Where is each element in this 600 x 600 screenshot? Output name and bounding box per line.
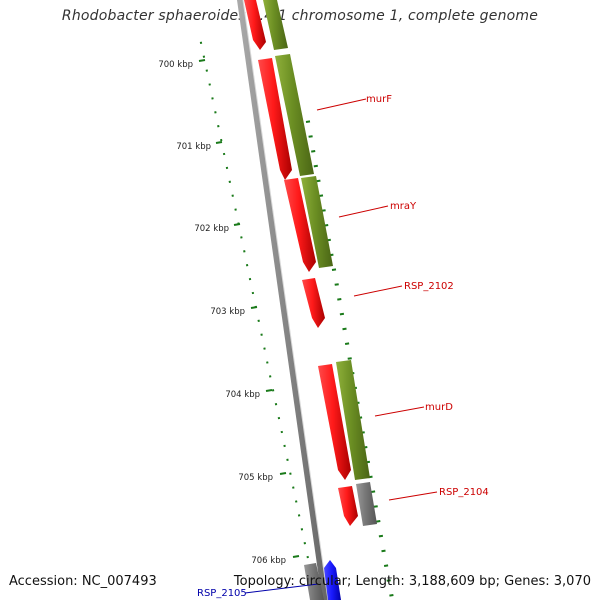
- ruler-outer-tick: [386, 579, 391, 582]
- feature-bar-lower-gray[interactable]: [304, 563, 324, 600]
- ruler-major-ticks: 700 kbp 701 kbp 702 kbp 703 kbp 704 kbp …: [158, 59, 300, 566]
- gene-label-mraY[interactable]: mraY: [390, 201, 417, 212]
- leader-murD: [374, 406, 425, 417]
- accession-text: Accession: NC_007493: [9, 574, 157, 589]
- ruler-outer-tick: [376, 520, 381, 523]
- leader-RSP_2104: [388, 491, 438, 501]
- gene-arrow-RSP_2104[interactable]: [338, 486, 358, 526]
- gene-label-RSP_2104[interactable]: RSP_2104: [439, 487, 489, 498]
- tick-mark-706: [292, 555, 300, 558]
- ruler-outer-tick: [389, 594, 394, 597]
- topology-summary-text: Topology: circular; Length: 3,188,609 bp…: [233, 574, 591, 589]
- gene-label-murD[interactable]: murD: [425, 402, 453, 413]
- tick-mark-700: [198, 59, 206, 62]
- ruler-outer-tick: [331, 268, 337, 271]
- tick-mark-704: [265, 389, 273, 392]
- leader-RSP_2102: [353, 285, 403, 297]
- tick-mark-701: [215, 141, 223, 144]
- gene-label-RSP_2102[interactable]: RSP_2102: [404, 281, 454, 292]
- gene-arrow-mraY[interactable]: [284, 178, 316, 272]
- ruler-outer-tick: [313, 164, 318, 168]
- forward-gene-track: [244, 0, 358, 526]
- label-leaders: [244, 98, 438, 594]
- gene-arrow-murF[interactable]: [258, 58, 292, 180]
- gene-label-RSP_2105[interactable]: RSP_2105: [197, 588, 247, 599]
- ruler-outer-tick: [381, 549, 386, 553]
- ruler-outer-tick: [305, 120, 311, 123]
- feature-bar-RSP_2104[interactable]: [356, 482, 377, 526]
- tick-label-704: 704 kbp: [225, 390, 260, 400]
- ruler-outer-tick: [342, 327, 347, 331]
- tick-label-705: 705 kbp: [238, 473, 273, 483]
- feature-bar-murD[interactable]: [336, 360, 370, 480]
- feature-bar-murF[interactable]: [275, 54, 314, 176]
- chromosome-backbone: [237, 0, 328, 600]
- tick-mark-703: [250, 306, 258, 309]
- gene-arrow-RSP_2102[interactable]: [302, 278, 325, 328]
- tick-mark-705: [279, 472, 287, 475]
- reverse-feature-track: [263, 0, 377, 600]
- ruler-outer-tick: [311, 150, 316, 153]
- feature-bar-mraY[interactable]: [301, 176, 333, 268]
- leader-mraY: [338, 205, 389, 218]
- gene-labels: murF mraY RSP_2102 murD RSP_2104 RSP_210…: [197, 94, 489, 599]
- ruler-outer-tick: [370, 490, 376, 493]
- ruler-outer-tick: [334, 283, 339, 286]
- tick-label-703: 703 kbp: [210, 307, 245, 317]
- ruler-outer-tick: [347, 357, 352, 360]
- tick-mark-702: [233, 223, 241, 226]
- tick-label-701: 701 kbp: [176, 142, 211, 152]
- ruler-outer-tick: [337, 298, 342, 301]
- ruler-outer-tick: [308, 135, 313, 138]
- gene-arrow-upper-red[interactable]: [244, 0, 266, 50]
- ruler-outer-tick: [339, 312, 345, 316]
- leader-murF: [316, 98, 367, 111]
- ruler-outer-tick: [344, 342, 350, 345]
- ruler-outer-tick: [378, 534, 384, 538]
- map-title: Rhodobacter sphaeroides 2.4.1 chromosome…: [61, 8, 539, 24]
- leader-RSP_2105: [244, 583, 319, 594]
- tick-label-700: 700 kbp: [158, 60, 193, 70]
- feature-bar-upper-green[interactable]: [263, 0, 288, 50]
- ruler-outer-tick: [373, 505, 378, 508]
- gene-arrow-RSP_2105[interactable]: [324, 560, 341, 600]
- gene-arrow-murD[interactable]: [318, 364, 351, 480]
- tick-label-706: 706 kbp: [251, 556, 286, 566]
- tick-label-702: 702 kbp: [194, 224, 229, 234]
- gene-label-murF[interactable]: murF: [366, 94, 392, 105]
- ruler-outer-tick: [316, 179, 321, 183]
- ruler-outer-tick: [383, 564, 389, 567]
